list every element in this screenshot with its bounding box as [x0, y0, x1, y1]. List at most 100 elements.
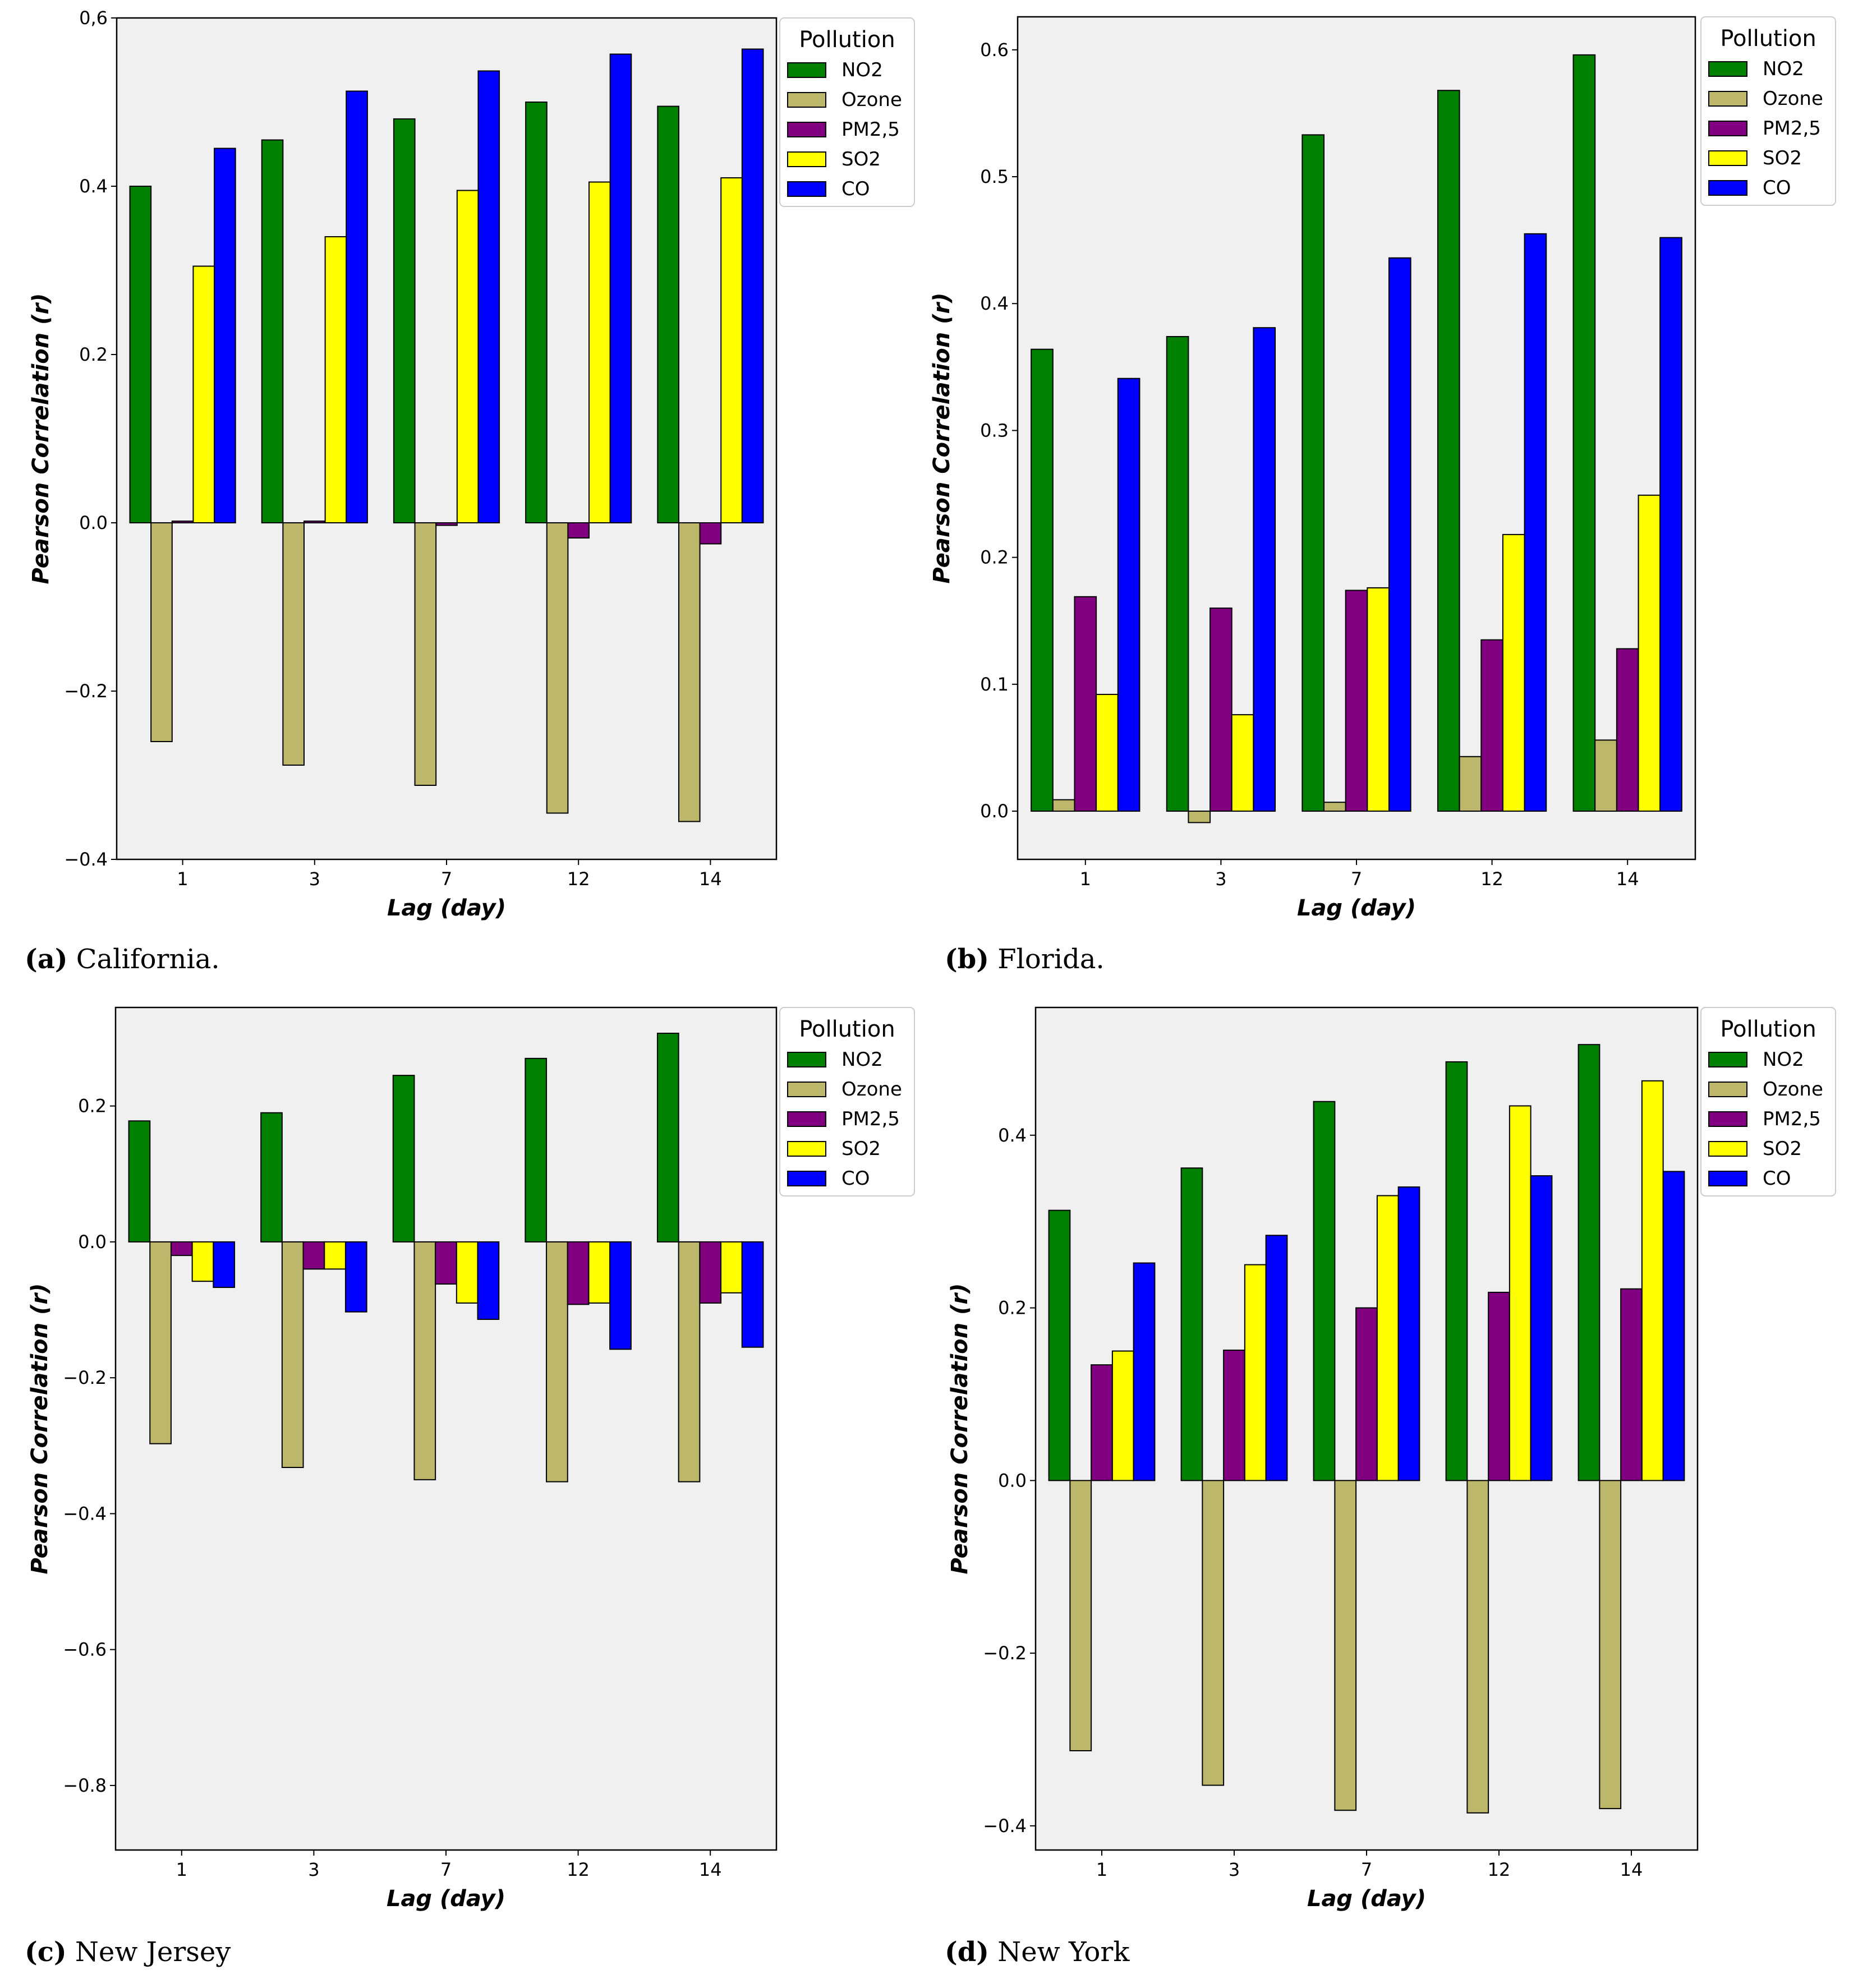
legend-label: CO [841, 178, 870, 200]
caption-text: New Jersey [75, 1936, 231, 1968]
bar-co-lag-7 [1388, 257, 1411, 812]
legend-swatch-no2 [787, 62, 826, 78]
bar-pm25-lag-14 [1616, 648, 1639, 812]
bar-ozone-lag-12 [546, 1241, 568, 1483]
y-tick-label: 0.1 [980, 674, 1009, 695]
bar-pm25-lag-1 [1074, 596, 1097, 812]
bar-pm25-lag-12 [567, 522, 590, 539]
legend-title: Pollution [1720, 1016, 1816, 1042]
bar-no2-lag-1 [128, 1120, 151, 1242]
bar-no2-lag-3 [261, 139, 284, 523]
legend-swatch-ozone [787, 92, 826, 108]
bar-ozone-lag-14 [1599, 1480, 1622, 1810]
bar-pm25-lag-12 [567, 1241, 590, 1305]
legend-swatch-co [1708, 1171, 1747, 1186]
y-tick-label: 0.5 [980, 166, 1009, 187]
bar-ozone-lag-14 [678, 1241, 701, 1483]
bar-pm25-lag-14 [699, 522, 722, 545]
bar-co-lag-7 [1397, 1186, 1420, 1481]
x-tick-label: 3 [1229, 1859, 1240, 1880]
x-tick-label: 12 [1488, 1859, 1511, 1880]
bar-ozone-lag-14 [1594, 739, 1617, 812]
caption-text: New York [997, 1936, 1130, 1968]
bar-so2-lag-14 [1638, 494, 1661, 812]
bar-pm25-lag-3 [1209, 608, 1232, 812]
bar-ozone-lag-7 [1323, 802, 1346, 812]
bar-ozone-lag-7 [1334, 1480, 1357, 1811]
y-axis-title: Pearson Correlation (r) [947, 1283, 973, 1575]
bar-no2-lag-1 [129, 186, 152, 523]
y-tick-label: 0.0 [79, 512, 108, 533]
y-tick-label: −0.2 [983, 1642, 1027, 1664]
legend-swatch-pm25 [1708, 1111, 1747, 1127]
bar-so2-lag-12 [588, 181, 611, 523]
bar-no2-lag-7 [1313, 1101, 1336, 1481]
bar-co-lag-14 [1659, 237, 1682, 812]
bar-co-lag-12 [609, 1241, 632, 1350]
bar-no2-lag-14 [1572, 54, 1596, 812]
bar-pm25-lag-3 [303, 521, 326, 523]
bar-so2-lag-14 [720, 177, 743, 523]
caption-california: (a) California. [25, 944, 220, 975]
x-tick-label: 3 [309, 868, 320, 890]
chart-svg: 0.0 0.1 0.2 0.3 0.4 0.5 0.6 1 3 7 12 14 Lag (day) Pea… [929, 16, 1836, 921]
chart-svg: −0.4 −0.2 0.0 0.2 0.4 0,6 1 3 7 12 14 Lag (day) Pear… [28, 7, 915, 921]
bar-ozone-lag-14 [678, 522, 701, 822]
bar-co-lag-1 [213, 1241, 236, 1288]
bar-co-lag-12 [1524, 233, 1547, 812]
legend-label: Ozone [1763, 1078, 1823, 1101]
legend-label: NO2 [841, 59, 883, 81]
bar-no2-lag-12 [525, 1057, 548, 1242]
legend-swatch-co [787, 1171, 826, 1186]
bar-no2-lag-12 [1445, 1061, 1468, 1481]
bar-co-lag-14 [741, 1241, 764, 1348]
legend-swatch-co [1708, 180, 1747, 196]
bar-pm25-lag-14 [699, 1241, 722, 1304]
legend-label: PM2,5 [841, 118, 900, 141]
bar-pm25-lag-7 [435, 1241, 457, 1285]
bar-so2-lag-1 [192, 265, 215, 523]
bar-ozone-lag-3 [1188, 811, 1211, 823]
bar-so2-lag-1 [1111, 1350, 1134, 1481]
legend-label: CO [1763, 1167, 1791, 1190]
bar-co-lag-1 [1133, 1262, 1156, 1481]
bar-so2-lag-1 [1096, 693, 1119, 812]
x-tick-label: 1 [1080, 868, 1091, 890]
legend-swatch-so2 [1708, 1141, 1747, 1157]
bar-co-lag-7 [477, 1241, 500, 1320]
bar-so2-lag-7 [1367, 587, 1390, 812]
legend-label: Ozone [841, 1078, 902, 1101]
x-tick-label: 1 [176, 1859, 187, 1880]
bar-no2-lag-12 [525, 102, 548, 523]
bar-so2-lag-12 [588, 1241, 611, 1304]
y-tick-label: 0.0 [998, 1470, 1027, 1491]
y-tick-label: 0.0 [980, 800, 1009, 822]
bar-pm25-lag-1 [170, 1241, 193, 1257]
chart-new-jersey: −0.8 −0.6 −0.4 −0.2 0.0 0.2 1 3 7 12 14 Lag (day) Pe… [0, 987, 931, 1941]
bar-co-lag-14 [1662, 1171, 1685, 1481]
bar-pm25-lag-1 [171, 521, 194, 523]
bar-no2-lag-3 [1166, 336, 1189, 812]
bar-co-lag-1 [214, 148, 236, 523]
legend-title: Pollution [1720, 26, 1816, 52]
bar-no2-lag-14 [1578, 1044, 1601, 1481]
y-tick-label: 0.4 [998, 1125, 1027, 1146]
y-tick-label: −0.2 [64, 680, 108, 702]
x-tick-label: 14 [699, 868, 722, 890]
bar-so2-lag-7 [1376, 1195, 1399, 1481]
legend-label: NO2 [1763, 58, 1804, 80]
bar-ozone-lag-12 [1459, 756, 1482, 812]
legend-swatch-no2 [787, 1052, 826, 1067]
bar-ozone-lag-7 [414, 522, 437, 786]
bar-co-lag-14 [741, 48, 764, 523]
y-tick-label: 0.3 [980, 420, 1009, 441]
bar-so2-lag-7 [456, 1241, 479, 1304]
bar-no2-lag-7 [392, 1075, 415, 1242]
bar-co-lag-1 [1117, 378, 1140, 812]
bar-ozone-lag-12 [546, 522, 569, 814]
caption-letter: (a) [25, 944, 68, 975]
bar-co-lag-3 [344, 1241, 367, 1313]
bar-ozone-lag-1 [150, 522, 173, 742]
x-tick-label: 3 [308, 1859, 319, 1880]
bar-no2-lag-14 [657, 105, 679, 523]
